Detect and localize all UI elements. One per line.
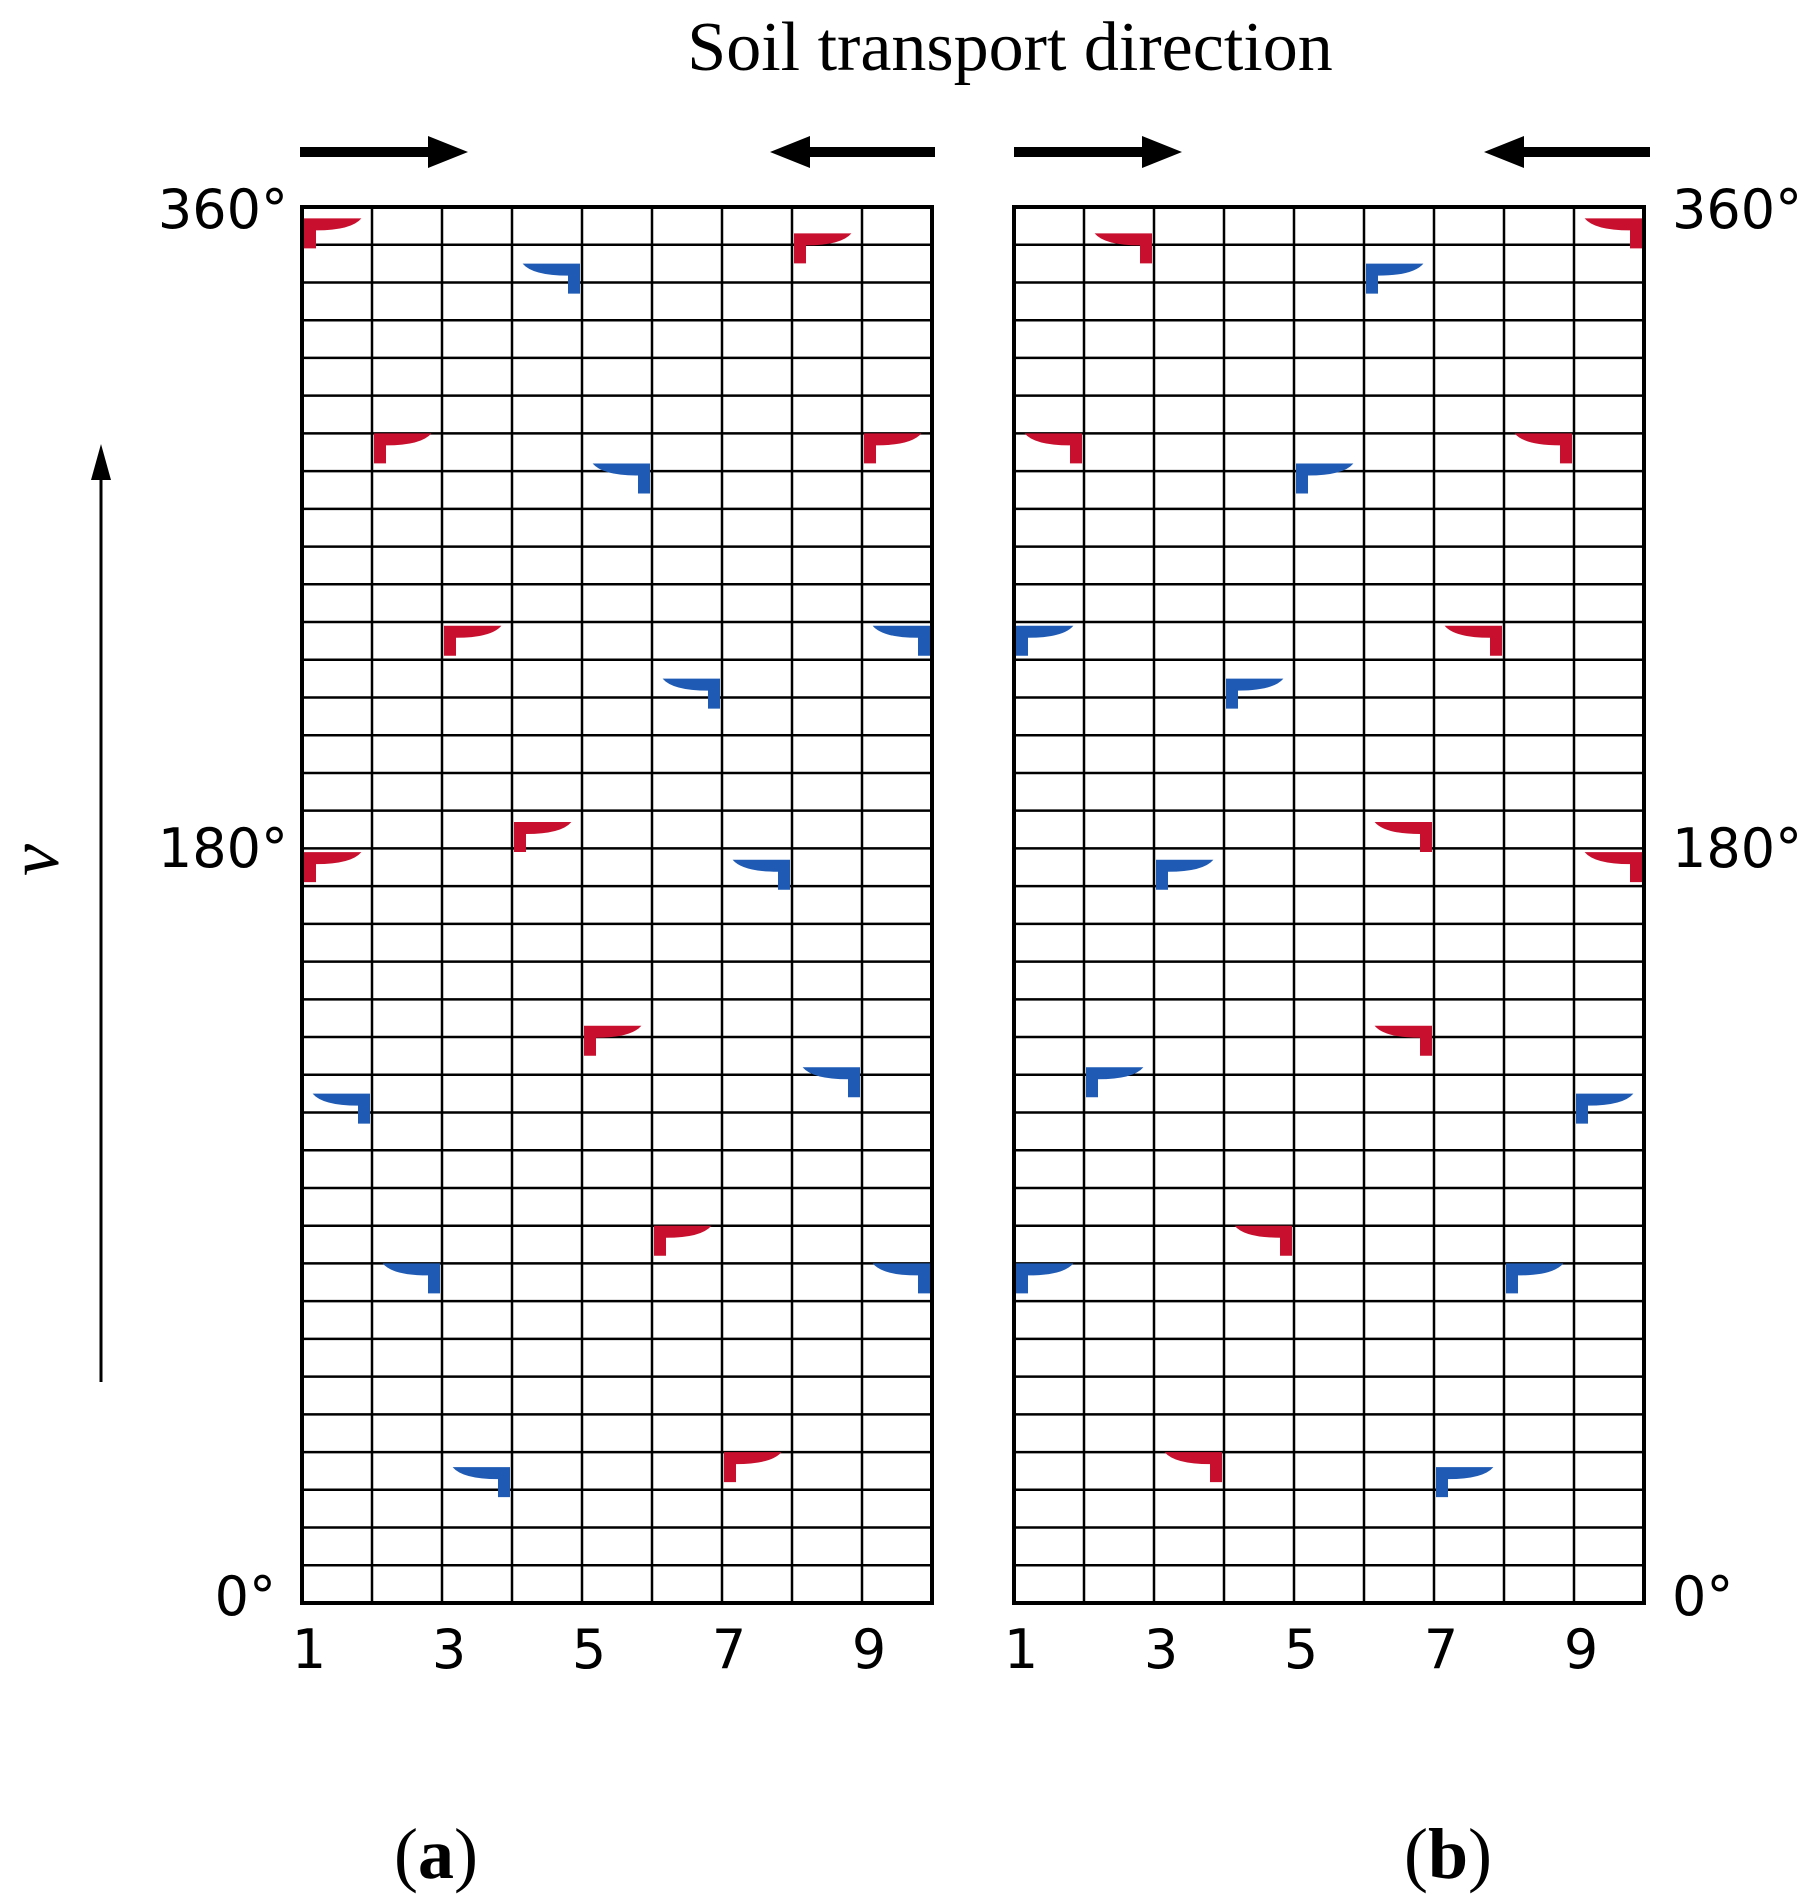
rotation-axis-label: v [0, 844, 74, 876]
panel-a-blades [304, 218, 930, 1498]
red-blade-marker [1234, 1225, 1292, 1256]
blue-blade-marker [1086, 1067, 1144, 1098]
panel-b-transport-arrows [1014, 136, 1650, 168]
blue-blade-marker [1436, 1467, 1494, 1498]
red-blade-marker [794, 233, 852, 264]
x-tick-label: 7 [712, 1618, 746, 1681]
red-blade-marker [1024, 433, 1082, 464]
panel-b: 1 3 5 7 9 (b) [1004, 136, 1650, 1894]
x-tick-label: 1 [292, 1618, 326, 1681]
blue-blade-marker [452, 1467, 510, 1498]
angle-label-360-right: 360° [1672, 178, 1802, 241]
blue-blade-marker [662, 678, 720, 709]
x-tick-label: 5 [572, 1618, 606, 1681]
grid-frame [300, 205, 934, 1605]
right-arrow-icon [1014, 136, 1182, 168]
x-tick-label: 7 [1424, 1618, 1458, 1681]
red-blade-marker [724, 1452, 782, 1483]
right-arrow-icon [300, 136, 468, 168]
x-tick-label: 9 [1564, 1618, 1598, 1681]
angle-labels-left: 360° 180° 0° [158, 178, 288, 1628]
angle-label-0-left: 0° [215, 1565, 276, 1628]
blue-blade-marker [802, 1067, 860, 1098]
blue-blade-marker [1366, 263, 1424, 294]
angle-label-180-left: 180° [158, 817, 288, 880]
blue-blade-marker [592, 463, 650, 494]
red-blade-marker [584, 1025, 642, 1056]
angle-label-0-right: 0° [1672, 1565, 1733, 1628]
red-blade-marker [864, 433, 922, 464]
blue-blade-marker [1506, 1263, 1564, 1294]
blue-blade-marker [1156, 859, 1214, 890]
blue-blade-marker [872, 1263, 930, 1294]
red-blade-marker [304, 218, 362, 249]
panel-b-blades [1016, 218, 1642, 1498]
red-blade-marker [444, 625, 502, 656]
panel-b-label: (b) [1404, 1814, 1492, 1894]
panel-b-x-ticks: 1 3 5 7 9 [1004, 1618, 1598, 1681]
angle-label-180-right: 180° [1672, 817, 1802, 880]
blue-blade-marker [1576, 1093, 1634, 1124]
figure-title: Soil transport direction [687, 9, 1332, 86]
grid-frame [1012, 205, 1646, 1605]
left-arrow-icon [1484, 136, 1650, 168]
red-blade-marker [374, 433, 432, 464]
x-tick-label: 3 [1144, 1618, 1178, 1681]
up-arrow-icon [91, 444, 111, 480]
blue-blade-marker [312, 1093, 370, 1124]
red-blade-marker [1444, 625, 1502, 656]
blue-blade-marker [522, 263, 580, 294]
blue-blade-marker [1016, 625, 1074, 656]
red-blade-marker [304, 852, 362, 883]
panel-a: 1 3 5 7 9 (a) [292, 136, 935, 1894]
red-blade-marker [1514, 433, 1572, 464]
red-blade-marker [1374, 1025, 1432, 1056]
panel-b-grid [1012, 205, 1646, 1605]
red-blade-marker [1164, 1452, 1222, 1483]
x-tick-label: 1 [1004, 1618, 1038, 1681]
angle-labels-right: 360° 180° 0° [1672, 178, 1802, 1628]
blue-blade-marker [1296, 463, 1354, 494]
panel-a-label: (a) [394, 1814, 478, 1894]
x-tick-label: 5 [1284, 1618, 1318, 1681]
red-blade-marker [1374, 821, 1432, 852]
blue-blade-marker [1016, 1263, 1074, 1294]
panel-a-grid [300, 205, 934, 1605]
left-arrow-icon [770, 136, 935, 168]
red-blade-marker [1584, 218, 1642, 249]
x-tick-label: 3 [432, 1618, 466, 1681]
red-blade-marker [1584, 852, 1642, 883]
blue-blade-marker [382, 1263, 440, 1294]
angle-label-360-left: 360° [158, 178, 288, 241]
blue-blade-marker [732, 859, 790, 890]
rotation-axis: v [0, 444, 111, 1382]
red-blade-marker [514, 821, 572, 852]
panel-a-transport-arrows [300, 136, 935, 168]
red-blade-marker [654, 1225, 712, 1256]
x-tick-label: 9 [852, 1618, 886, 1681]
blue-blade-marker [872, 625, 930, 656]
red-blade-marker [1094, 233, 1152, 264]
blue-blade-marker [1226, 678, 1284, 709]
panel-a-x-ticks: 1 3 5 7 9 [292, 1618, 886, 1681]
